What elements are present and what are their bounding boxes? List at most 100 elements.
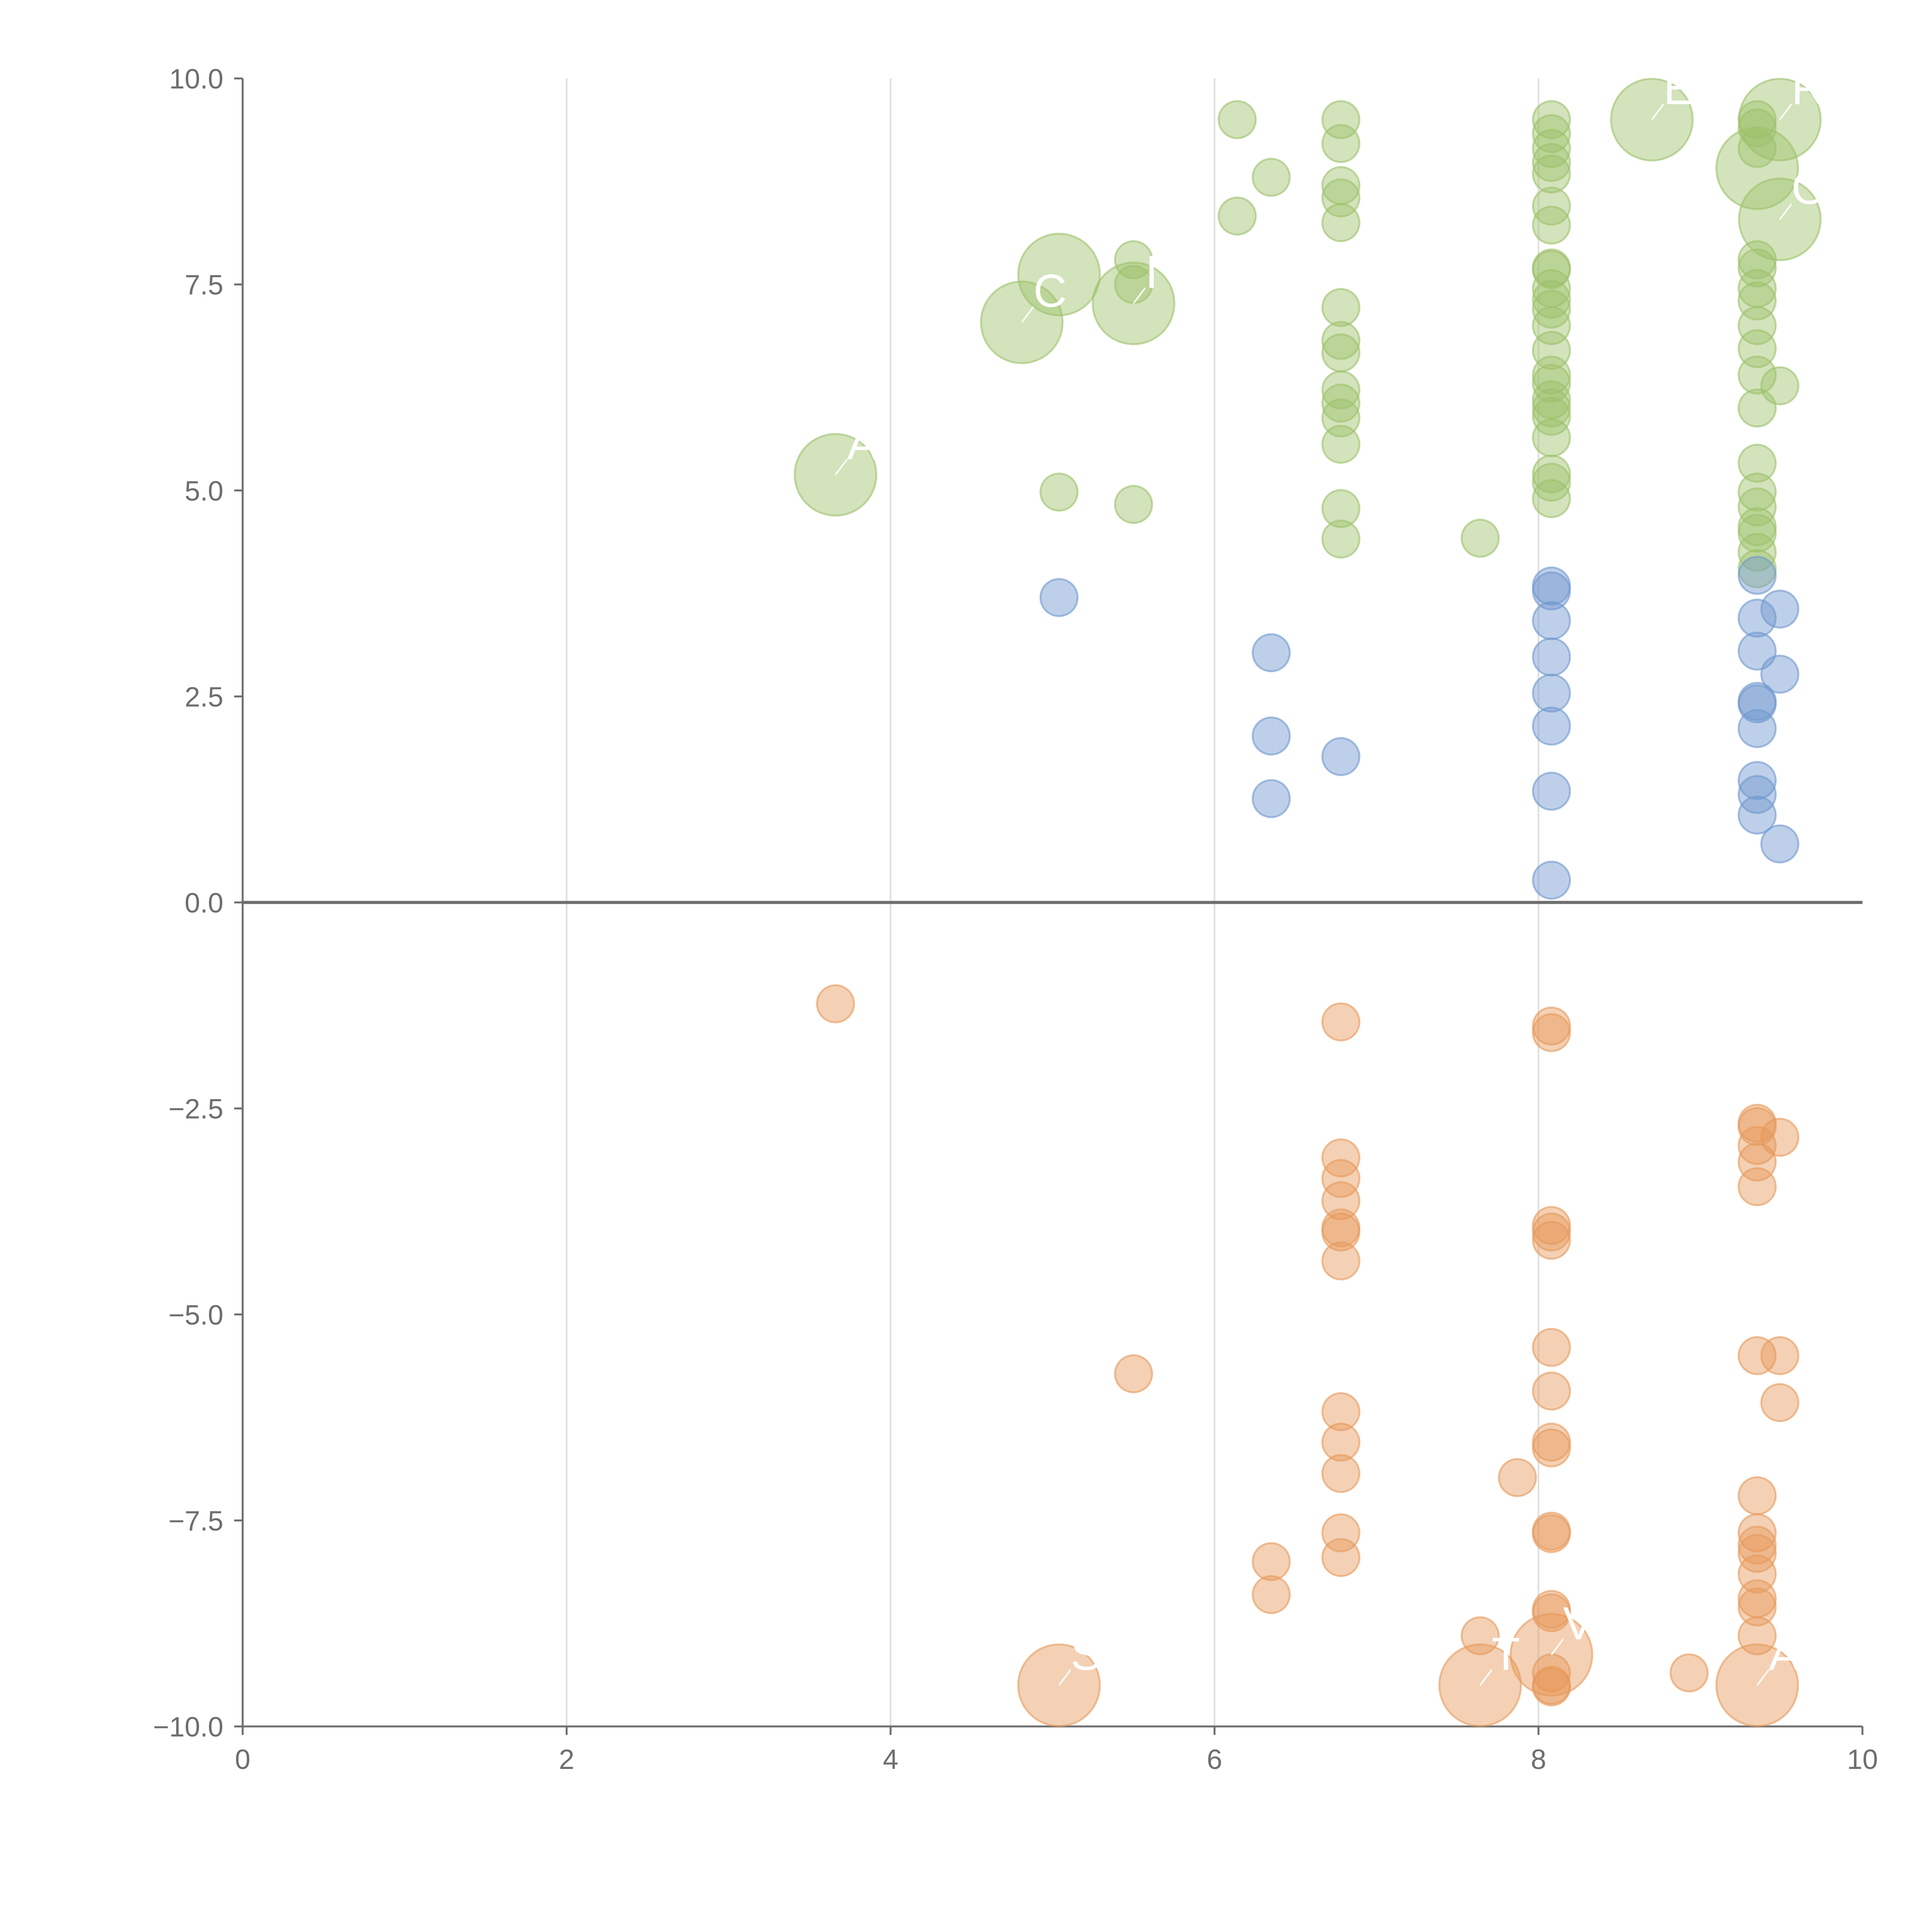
y-tick-label: −5.0 <box>168 1300 223 1331</box>
data-point-high <box>1252 158 1291 197</box>
x-tick-label: 10 <box>1847 1744 1878 1775</box>
y-tick-label: −2.5 <box>168 1094 223 1125</box>
data-point-negative <box>1669 1653 1709 1692</box>
x-tick-label: 0 <box>235 1744 250 1775</box>
data-point-low <box>1252 633 1291 672</box>
data-point-high <box>1532 100 1571 139</box>
data-point-high <box>1321 425 1361 464</box>
data-point-negative <box>1321 1454 1361 1493</box>
data-point-high <box>1321 100 1361 139</box>
data-point-negative <box>1760 1117 1799 1157</box>
point-label-leader <box>1021 306 1034 323</box>
data-point-high <box>1532 388 1571 428</box>
labels-layer: A C I E RV OT S TV A <box>835 63 1856 1686</box>
data-point-negative <box>1532 1013 1571 1052</box>
data-point-low <box>1532 637 1571 677</box>
data-point-high <box>1738 444 1777 483</box>
data-point-high <box>1532 463 1571 502</box>
y-tick-label: −10.0 <box>153 1712 223 1743</box>
point-label: A <box>1769 1628 1800 1680</box>
data-point-negative <box>1738 1526 1777 1565</box>
data-point-high <box>1321 203 1361 242</box>
data-point-negative <box>1252 1542 1291 1581</box>
x-tick-label: 2 <box>559 1744 574 1775</box>
data-point-low <box>1738 709 1777 748</box>
data-point-high <box>1738 532 1777 572</box>
data-point-low <box>1039 578 1079 617</box>
data-point-high <box>1532 289 1571 329</box>
point-label: C <box>1033 265 1067 317</box>
data-point-negative <box>1321 1241 1361 1281</box>
data-point-low <box>1321 737 1361 776</box>
data-point-low <box>1532 601 1571 640</box>
data-point-negative <box>1738 1476 1777 1515</box>
data-point-high <box>1461 519 1500 558</box>
data-point-high <box>1017 233 1101 316</box>
data-point-low <box>1738 795 1777 835</box>
data-point-negative <box>1532 1514 1571 1553</box>
data-point-high <box>1532 143 1571 182</box>
data-point-negative <box>1321 1392 1361 1431</box>
data-point-high <box>1532 154 1571 194</box>
data-point-negative <box>1321 1002 1361 1042</box>
data-point-low <box>1760 589 1799 629</box>
data-point-negative <box>1321 1181 1361 1220</box>
axis-layer: 0 2 4 6 8 10 −10.0 −7.5 −5.0 −2.5 0.0 2.5 5.0 7.5 10.0 <box>153 64 1878 1775</box>
data-point-negative <box>1738 1336 1777 1375</box>
data-point-high <box>1218 100 1257 139</box>
data-point-high <box>1218 196 1257 236</box>
data-point-negative <box>1532 1221 1571 1260</box>
y-tick-label: 2.5 <box>185 682 223 713</box>
point-label: OT <box>1791 162 1856 214</box>
data-point-high <box>1321 333 1361 372</box>
data-point-low <box>1738 775 1777 814</box>
point-label-leader <box>1551 1639 1564 1655</box>
point-label-leader <box>1779 203 1792 220</box>
data-point-high <box>1532 418 1571 457</box>
point-label-leader <box>1651 104 1664 120</box>
data-point-low <box>1738 761 1777 800</box>
y-tick-label: 10.0 <box>169 64 223 95</box>
data-point-low <box>1738 599 1777 638</box>
data-point-negative <box>1738 1167 1777 1206</box>
point-label-leader <box>1133 287 1146 304</box>
point-label-leader <box>1779 104 1792 120</box>
data-point-high <box>1321 383 1361 423</box>
data-point-high <box>1321 124 1361 163</box>
data-point-negative <box>816 984 855 1024</box>
data-point-high <box>1532 479 1571 519</box>
data-point-negative <box>1321 1538 1361 1577</box>
data-point-high <box>1321 321 1361 360</box>
x-tick-label: 4 <box>883 1744 898 1775</box>
data-point-low <box>1532 673 1571 713</box>
x-tick-label: 8 <box>1531 1744 1546 1775</box>
data-point-low <box>1252 779 1291 818</box>
point-label: I <box>1145 246 1158 298</box>
data-point-high <box>1114 485 1153 524</box>
data-point-high <box>1321 489 1361 528</box>
points-layer <box>794 78 1822 1727</box>
data-point-negative <box>1321 1159 1361 1198</box>
y-tick-label: 0.0 <box>185 888 223 919</box>
data-point-high <box>1039 473 1079 512</box>
data-point-negative <box>1532 1593 1571 1633</box>
y-tick-label: −7.5 <box>168 1506 223 1537</box>
data-point-low <box>1760 655 1799 694</box>
point-label: E <box>1663 63 1694 114</box>
data-point-high <box>1532 114 1571 153</box>
data-point-low <box>1532 706 1571 746</box>
data-point-high <box>1532 206 1571 245</box>
data-point-negative <box>1738 1534 1777 1573</box>
point-label: T <box>1492 1628 1520 1680</box>
data-point-negative <box>1532 1213 1571 1252</box>
data-point-negative <box>1532 1428 1571 1468</box>
data-point-negative <box>1532 1667 1571 1707</box>
data-point-negative <box>1321 1138 1361 1178</box>
point-label-leader <box>1756 1669 1770 1686</box>
point-label: A <box>847 418 878 469</box>
point-label: RV <box>1791 63 1855 114</box>
point-label: S <box>1071 1628 1102 1680</box>
data-point-high <box>1715 126 1799 210</box>
y-tick-label: 7.5 <box>185 270 223 301</box>
